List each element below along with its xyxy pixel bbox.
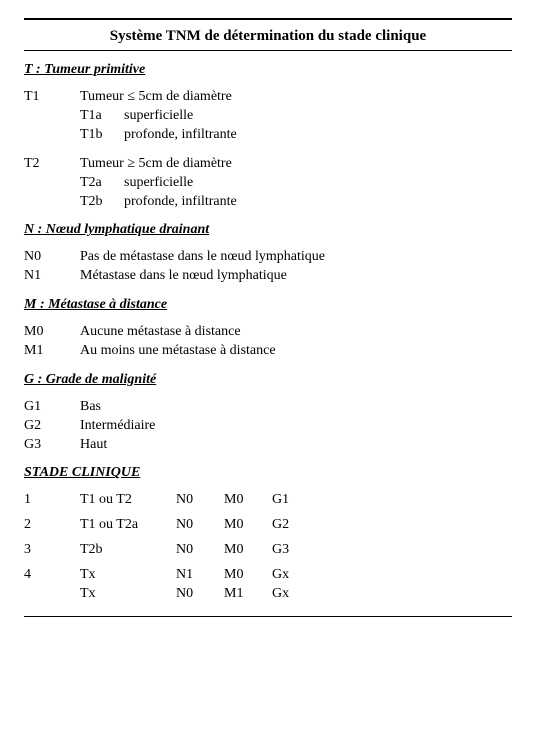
n0-row: N0 Pas de métastase dans le nœud lymphat…: [24, 248, 512, 267]
stage-2-t: T1 ou T2a: [80, 516, 176, 535]
stage-4a-t: Tx: [80, 566, 176, 585]
t1-code: T1: [24, 88, 80, 107]
section-stage-heading: STADE CLINIQUE: [24, 464, 512, 483]
stage-row-4a: 4 Tx N1 M0 Gx: [24, 566, 512, 585]
t1a-code: T1a: [80, 107, 124, 126]
stage-4a-n: N1: [176, 566, 224, 585]
t2b-desc: profonde, infiltrante: [124, 193, 237, 212]
stage-row-2: 2 T1 ou T2a N0 M0 G2: [24, 516, 512, 535]
g2-desc: Intermédiaire: [80, 417, 155, 436]
n0-desc: Pas de métastase dans le nœud lymphatiqu…: [80, 248, 325, 267]
title-underline-rule: [24, 50, 512, 51]
g1-code: G1: [24, 398, 80, 417]
t2a-desc: superficielle: [124, 174, 193, 193]
g3-code: G3: [24, 436, 80, 455]
stage-3-t: T2b: [80, 541, 176, 560]
n1-desc: Métastase dans le nœud lymphatique: [80, 267, 287, 286]
t2-row: T2 Tumeur ≥ 5cm de diamètre: [24, 155, 512, 174]
stage-row-3: 3 T2b N0 M0 G3: [24, 541, 512, 560]
m1-code: M1: [24, 342, 80, 361]
stage-rows: 1 T1 ou T2 N0 M0 G1 2 T1 ou T2a N0 M0 G2…: [24, 491, 512, 603]
stage-4b-g: Gx: [272, 585, 320, 604]
stage-3-m: M0: [224, 541, 272, 560]
stage-3-code: 3: [24, 541, 80, 560]
stage-2-n: N0: [176, 516, 224, 535]
stage-4-code: 4: [24, 566, 80, 585]
section-t-heading: T : Tumeur primitive: [24, 61, 512, 80]
m1-row: M1 Au moins une métastase à distance: [24, 342, 512, 361]
stage-2-code: 2: [24, 516, 80, 535]
section-m: M : Métastase à distance M0 Aucune métas…: [24, 296, 512, 361]
section-m-heading: M : Métastase à distance: [24, 296, 512, 315]
stage-row-1: 1 T1 ou T2 N0 M0 G1: [24, 491, 512, 510]
t2-code: T2: [24, 155, 80, 174]
section-g: G : Grade de malignité G1 Bas G2 Intermé…: [24, 371, 512, 455]
t2b-code: T2b: [80, 193, 124, 212]
stage-3-n: N0: [176, 541, 224, 560]
stage-2-g: G2: [272, 516, 320, 535]
stage-4b-m: M1: [224, 585, 272, 604]
stage-4b-code: [24, 585, 80, 604]
stage-4b-t: Tx: [80, 585, 176, 604]
m0-row: M0 Aucune métastase à distance: [24, 323, 512, 342]
g-rows: G1 Bas G2 Intermédiaire G3 Haut: [24, 398, 512, 455]
section-n-heading: N : Nœud lymphatique drainant: [24, 221, 512, 240]
m-rows: M0 Aucune métastase à distance M1 Au moi…: [24, 323, 512, 361]
stage-1-n: N0: [176, 491, 224, 510]
t1-desc: Tumeur ≤ 5cm de diamètre: [80, 88, 232, 107]
n0-code: N0: [24, 248, 80, 267]
stage-1-g: G1: [272, 491, 320, 510]
stage-1-t: T1 ou T2: [80, 491, 176, 510]
stage-4a-m: M0: [224, 566, 272, 585]
t1-block: T1 Tumeur ≤ 5cm de diamètre T1a superfic…: [24, 88, 512, 145]
stage-3-g: G3: [272, 541, 320, 560]
g2-code: G2: [24, 417, 80, 436]
m0-desc: Aucune métastase à distance: [80, 323, 241, 342]
stage-row-4b: Tx N0 M1 Gx: [24, 585, 512, 604]
g1-desc: Bas: [80, 398, 101, 417]
n-rows: N0 Pas de métastase dans le nœud lymphat…: [24, 248, 512, 286]
stage-4b-n: N0: [176, 585, 224, 604]
g3-desc: Haut: [80, 436, 107, 455]
g1-row: G1 Bas: [24, 398, 512, 417]
t2-block: T2 Tumeur ≥ 5cm de diamètre T2a superfic…: [24, 155, 512, 212]
t2a-code: T2a: [80, 174, 124, 193]
m1-desc: Au moins une métastase à distance: [80, 342, 276, 361]
bottom-rule: [24, 616, 512, 617]
page: Système TNM de détermination du stade cl…: [0, 0, 536, 748]
g2-row: G2 Intermédiaire: [24, 417, 512, 436]
t2b-row: T2b profonde, infiltrante: [24, 193, 512, 212]
t1a-row: T1a superficielle: [24, 107, 512, 126]
stage-1-m: M0: [224, 491, 272, 510]
section-g-heading: G : Grade de malignité: [24, 371, 512, 390]
stage-4a-g: Gx: [272, 566, 320, 585]
page-title: Système TNM de détermination du stade cl…: [24, 20, 512, 50]
n1-row: N1 Métastase dans le nœud lymphatique: [24, 267, 512, 286]
n1-code: N1: [24, 267, 80, 286]
stage-1-code: 1: [24, 491, 80, 510]
t2a-row: T2a superficielle: [24, 174, 512, 193]
stage-2-m: M0: [224, 516, 272, 535]
t1b-desc: profonde, infiltrante: [124, 126, 237, 145]
t2-desc: Tumeur ≥ 5cm de diamètre: [80, 155, 232, 174]
t1b-row: T1b profonde, infiltrante: [24, 126, 512, 145]
section-t: T : Tumeur primitive T1 Tumeur ≤ 5cm de …: [24, 61, 512, 211]
t1-row: T1 Tumeur ≤ 5cm de diamètre: [24, 88, 512, 107]
section-stage: STADE CLINIQUE 1 T1 ou T2 N0 M0 G1 2 T1 …: [24, 464, 512, 603]
t1a-desc: superficielle: [124, 107, 193, 126]
section-n: N : Nœud lymphatique drainant N0 Pas de …: [24, 221, 512, 286]
m0-code: M0: [24, 323, 80, 342]
g3-row: G3 Haut: [24, 436, 512, 455]
t1b-code: T1b: [80, 126, 124, 145]
